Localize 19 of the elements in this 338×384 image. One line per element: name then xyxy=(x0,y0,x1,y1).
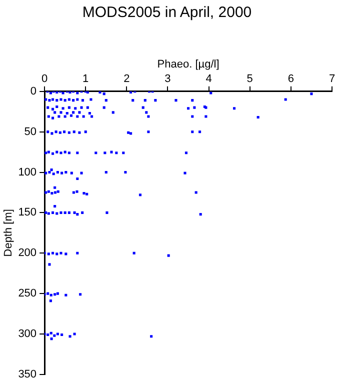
x-tick-label: 4 xyxy=(206,72,212,85)
x-tick-label: 0 xyxy=(41,72,48,85)
y-tick-label: 0 xyxy=(30,85,37,98)
x-tick-label: 3 xyxy=(164,72,171,85)
chart-title: MODS2005 in April, 2000 xyxy=(82,4,252,22)
y-tick-label: 150 xyxy=(18,206,37,219)
y-tick-label: 300 xyxy=(18,328,37,340)
x-axis-title: Phaeo. [µg/l] xyxy=(157,58,220,71)
x-tick-label: 2 xyxy=(124,72,130,85)
y-axis-title: Depth [m] xyxy=(2,209,15,257)
y-tick-label: 350 xyxy=(18,368,37,380)
x-tick-label: 5 xyxy=(246,72,253,85)
y-tick-label: 250 xyxy=(18,288,37,300)
x-tick-label: 1 xyxy=(82,72,89,85)
y-tick-label: 100 xyxy=(18,166,37,178)
y-tick-label: 50 xyxy=(24,126,37,138)
x-tick-label: 7 xyxy=(328,72,336,85)
y-tick-label: 200 xyxy=(18,247,37,260)
x-tick-label: 6 xyxy=(288,72,294,85)
